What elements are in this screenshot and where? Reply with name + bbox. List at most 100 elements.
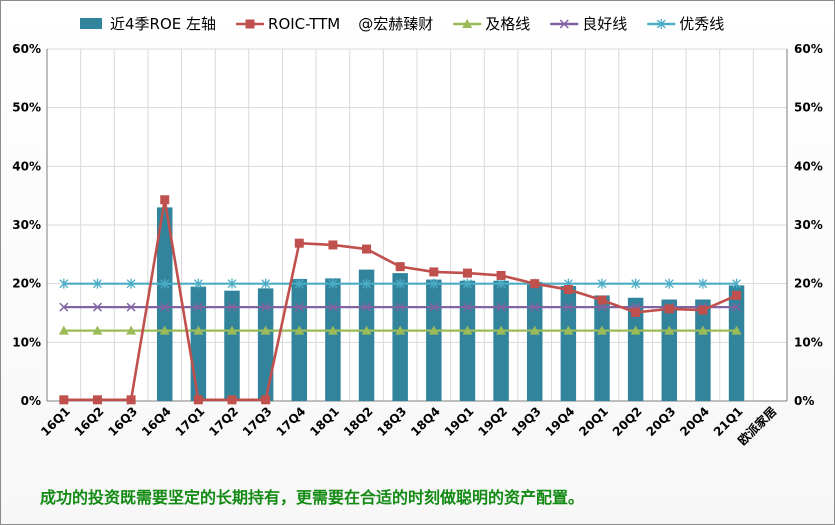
bar — [426, 279, 442, 401]
y-tick-right: 50% — [794, 101, 823, 115]
data-point — [361, 325, 372, 335]
data-point — [732, 278, 742, 289]
y-tick-right: 30% — [794, 218, 823, 232]
data-point — [732, 302, 742, 312]
data-point — [328, 278, 338, 289]
data-point — [160, 195, 170, 205]
bar — [526, 281, 543, 401]
data-point — [294, 325, 305, 335]
data-point — [126, 302, 136, 312]
data-point — [462, 302, 472, 312]
legend-label: ROIC-TTM — [268, 15, 340, 33]
y-tick-right: 40% — [794, 159, 823, 173]
y-tick-left: 30% — [12, 218, 41, 232]
data-point — [630, 325, 641, 335]
data-point — [664, 304, 674, 314]
y-tick-left: 0% — [21, 394, 41, 408]
data-point — [429, 302, 439, 312]
data-point — [362, 278, 372, 289]
data-point — [462, 325, 473, 335]
data-point — [597, 278, 607, 289]
data-point — [563, 325, 574, 335]
bar — [291, 278, 308, 401]
bar — [257, 288, 274, 401]
data-point — [59, 395, 69, 405]
data-point — [731, 325, 742, 335]
data-point — [328, 302, 338, 312]
data-point — [92, 302, 102, 312]
data-point — [227, 395, 237, 405]
x-tick-label: 17Q4 — [274, 404, 309, 439]
x-tick-label: 17Q3 — [240, 404, 275, 439]
data-point — [597, 325, 607, 335]
data-point — [92, 395, 102, 405]
bar — [156, 207, 173, 401]
data-point — [327, 325, 338, 335]
legend-label: 及格线 — [485, 15, 530, 33]
data-point — [159, 325, 170, 335]
data-point — [294, 238, 304, 248]
data-point — [126, 395, 136, 405]
x-tick-label: 16Q1 — [38, 404, 73, 439]
data-point — [395, 278, 405, 289]
legend-marker — [462, 19, 473, 28]
bar — [728, 285, 745, 401]
data-point — [698, 278, 708, 289]
data-point — [664, 325, 675, 335]
bar — [325, 278, 341, 401]
y-tick-left: 50% — [12, 101, 41, 115]
data-point — [328, 240, 338, 250]
data-point — [496, 270, 506, 280]
data-point — [261, 278, 271, 289]
data-point — [563, 285, 573, 295]
bar — [695, 299, 711, 401]
bar — [493, 280, 509, 401]
data-point — [193, 278, 203, 289]
data-point — [92, 325, 103, 335]
data-point — [126, 325, 137, 335]
data-point — [597, 295, 607, 305]
legend-marker — [656, 19, 666, 29]
bar — [661, 299, 678, 401]
data-point — [58, 325, 69, 335]
legend-label: 优秀线 — [679, 15, 724, 33]
legend-label: 近4季ROE 左轴 — [110, 15, 216, 33]
data-point — [126, 278, 136, 289]
data-point — [462, 278, 472, 289]
x-tick-label: 16Q3 — [105, 404, 140, 439]
data-point — [563, 302, 573, 312]
data-point — [193, 325, 204, 335]
data-point — [160, 278, 170, 289]
y-tick-left: 60% — [12, 42, 41, 56]
legend-label: 良好线 — [582, 15, 627, 33]
y-tick-right: 60% — [794, 42, 823, 56]
x-tick-label: 20Q3 — [644, 404, 679, 439]
x-tick-label: 20Q2 — [610, 404, 645, 439]
x-tick-label: 18Q2 — [341, 404, 376, 439]
data-point — [227, 278, 237, 289]
data-point — [428, 325, 439, 335]
y-tick-right: 20% — [794, 277, 823, 291]
data-point — [530, 302, 540, 312]
data-point — [260, 325, 271, 335]
y-tick-right: 0% — [794, 394, 814, 408]
bar — [224, 290, 240, 401]
x-tick-label: 19Q4 — [543, 404, 578, 439]
data-point — [395, 302, 405, 312]
data-point — [92, 278, 102, 289]
line-series — [58, 325, 742, 335]
x-tick-label: 18Q3 — [374, 404, 409, 439]
bar — [594, 295, 610, 401]
data-point — [227, 302, 237, 312]
bar — [560, 286, 577, 401]
y-tick-left: 20% — [12, 277, 41, 291]
x-tick-label: 16Q2 — [72, 404, 107, 439]
data-point — [496, 302, 506, 312]
line-series — [59, 278, 742, 289]
y-tick-left: 10% — [12, 335, 41, 349]
data-point — [59, 302, 69, 312]
data-point — [395, 262, 405, 272]
data-point — [530, 279, 540, 289]
x-tick-label: 20Q4 — [677, 404, 712, 439]
